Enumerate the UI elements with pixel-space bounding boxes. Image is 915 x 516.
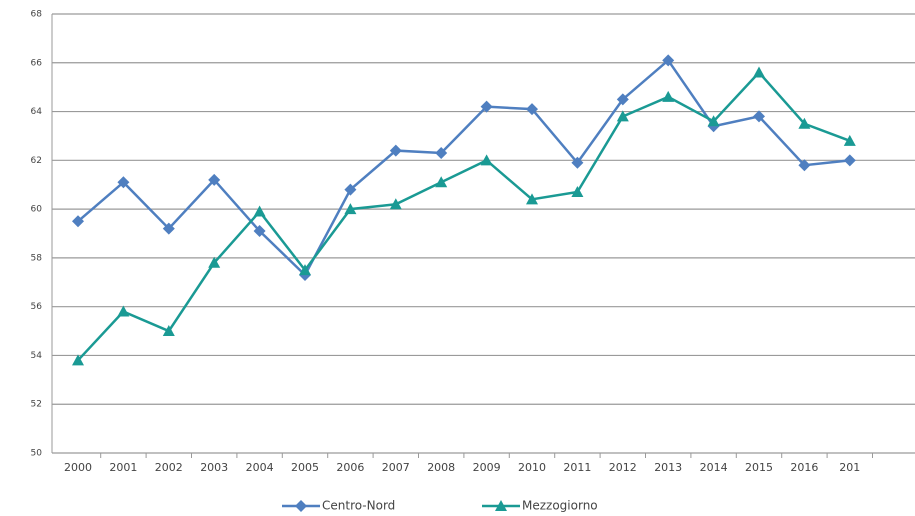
marker xyxy=(480,154,493,166)
y-tick-label: 54 xyxy=(31,351,43,361)
x-tick-label: 2014 xyxy=(700,461,728,474)
x-tick-label: 2009 xyxy=(473,461,501,474)
marker xyxy=(344,203,357,215)
y-tick-label: 50 xyxy=(31,449,43,459)
y-tick-label: 58 xyxy=(31,253,43,263)
marker xyxy=(344,183,357,196)
x-tick-label: 201 xyxy=(839,461,860,474)
marker xyxy=(662,54,675,67)
y-tick-label: 62 xyxy=(31,156,42,166)
legend-marker xyxy=(295,500,307,512)
x-tick-label: 2001 xyxy=(109,461,137,474)
legend-marker xyxy=(495,500,507,511)
marker xyxy=(662,90,675,102)
x-tick-label: 2013 xyxy=(654,461,682,474)
marker xyxy=(117,176,130,189)
y-tick-label: 68 xyxy=(31,10,43,20)
marker xyxy=(389,144,402,157)
marker xyxy=(798,159,811,172)
x-tick-label: 2003 xyxy=(200,461,228,474)
x-tick-label: 2006 xyxy=(336,461,364,474)
marker xyxy=(843,154,856,167)
marker xyxy=(480,100,493,113)
y-tick-label: 56 xyxy=(31,302,43,312)
x-tick-label: 2011 xyxy=(563,461,591,474)
y-tick-label: 66 xyxy=(31,58,43,68)
marker xyxy=(253,225,266,238)
x-tick-label: 2008 xyxy=(427,461,455,474)
marker xyxy=(843,134,856,146)
x-tick-label: 2005 xyxy=(291,461,319,474)
x-tick-label: 2000 xyxy=(64,461,92,474)
series-line xyxy=(77,58,850,278)
x-tick-label: 2010 xyxy=(518,461,546,474)
marker xyxy=(526,193,538,205)
marker xyxy=(389,198,402,210)
y-tick-label: 64 xyxy=(31,107,43,117)
marker xyxy=(526,103,538,116)
marker xyxy=(162,325,175,337)
legend-label: Mezzogiorno xyxy=(522,499,598,513)
x-tick-label: 2016 xyxy=(790,461,818,474)
marker xyxy=(162,222,175,235)
marker xyxy=(72,354,84,366)
marker xyxy=(435,176,448,188)
marker xyxy=(707,115,720,127)
x-tick-label: 2004 xyxy=(246,461,274,474)
marker xyxy=(435,147,448,160)
y-tick-label: 52 xyxy=(31,400,42,410)
marker xyxy=(253,205,266,217)
marker xyxy=(571,186,584,198)
x-tick-label: 2002 xyxy=(155,461,183,474)
x-tick-label: 2012 xyxy=(609,461,637,474)
marker xyxy=(117,305,130,317)
marker xyxy=(616,93,629,106)
marker xyxy=(299,264,311,276)
y-tick-label: 60 xyxy=(31,205,43,215)
series-line xyxy=(77,70,851,362)
marker xyxy=(753,66,765,78)
marker xyxy=(798,117,811,129)
marker xyxy=(208,173,221,186)
marker xyxy=(616,110,629,122)
marker xyxy=(571,156,584,169)
marker xyxy=(72,215,84,228)
marker xyxy=(208,256,221,268)
legend-label: Centro-Nord xyxy=(322,499,395,513)
x-tick-label: 2007 xyxy=(382,461,410,474)
marker xyxy=(753,110,765,123)
x-tick-label: 2015 xyxy=(745,461,773,474)
